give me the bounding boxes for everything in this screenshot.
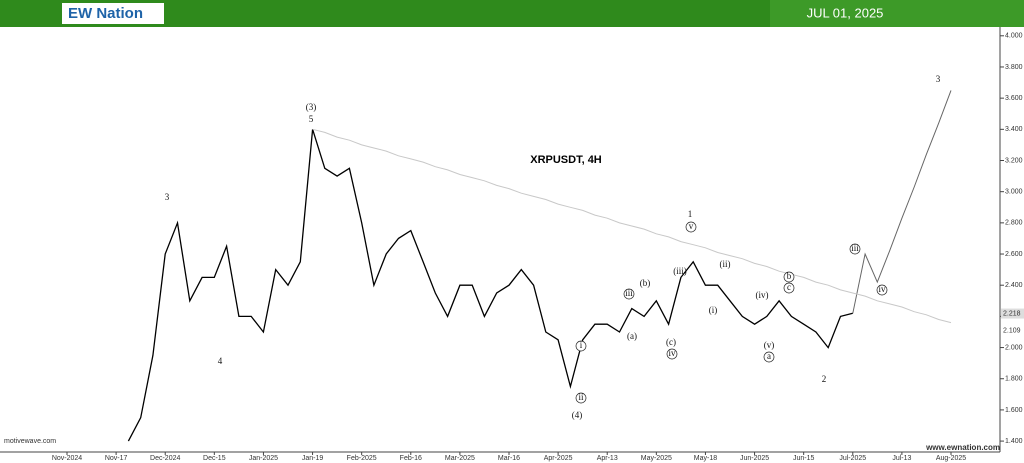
wave-circle [876,284,888,296]
wave-label: i [580,340,583,350]
wave-circle [623,288,635,300]
x-tick-label: Jul-13 [892,455,911,462]
wave-label: v [689,221,694,231]
wave-circle [575,340,587,352]
y-tick-label: 3.800 [1005,64,1023,71]
wave-label: (ii) [720,259,731,269]
wave-label: (i) [709,305,718,315]
wave-circle [575,392,587,404]
wave-label: b [787,271,792,281]
x-tick-label: Dec-15 [203,455,226,462]
y-tick-label: 3.600 [1005,95,1023,102]
price-tag-label: 2.109 [1003,327,1021,334]
wave-label: (iii) [673,266,687,276]
y-tick-label: 2.400 [1005,282,1023,289]
x-tick-label: Jun-2025 [740,455,769,462]
y-tick-label: 4.000 [1005,33,1023,40]
y-tick-label: 3.400 [1005,126,1023,133]
wave-label: iv [878,284,886,294]
x-tick-label: Aug-2025 [936,455,966,462]
wave-label: (a) [627,331,637,341]
x-tick-label: Feb-2025 [347,455,377,462]
wave-circle [849,243,861,255]
price-tag [1001,308,1024,319]
y-tick-label: 1.800 [1005,376,1023,383]
wave-circle [763,351,775,363]
y-tick-label: 1.400 [1005,438,1023,445]
x-tick-label: Jun-15 [793,455,815,462]
wave-label: a [767,351,771,361]
price-tag-label: 2.218 [1003,310,1021,317]
x-tick-label: May-18 [694,455,717,462]
wave-label: 3 [936,74,941,84]
header-date: JUL 01, 2025 [807,5,884,20]
y-tick-label: 1.600 [1005,407,1023,414]
wave-label: iv [668,348,676,358]
price-tag [1001,325,1024,336]
x-tick-label: Mar-16 [498,455,520,462]
wave-label: (c) [666,337,676,347]
x-tick-label: May-2025 [641,455,672,462]
wave-label: ii [578,392,584,402]
logo-box [62,3,164,24]
wave-label: iii [625,288,633,298]
wave-label: 2 [822,374,827,384]
x-tick-label: Nov-2024 [52,455,82,462]
price-line [312,128,952,324]
footer-left: motivewave.com [4,438,56,445]
x-tick-label: Apr-2025 [544,455,573,462]
wave-label: (3) [306,102,317,112]
y-tick-label: 2.800 [1005,220,1023,227]
wave-circle [783,271,795,283]
x-tick-label: Jul-2025 [839,455,866,462]
wave-circle [783,282,795,294]
x-tick-label: Apr-13 [597,455,618,462]
logo-text: EW Nation [68,5,143,22]
wave-circle [666,348,678,360]
wave-label: 1 [688,209,693,219]
y-tick-label: 3.200 [1005,157,1023,164]
price-line [852,90,952,314]
wave-label: (v) [764,340,775,350]
x-tick-label: Dec-2024 [150,455,180,462]
wave-label: (iv) [756,290,769,300]
date-box [770,0,1024,27]
wave-label: (4) [572,410,583,420]
wave-label: 3 [165,192,170,202]
y-tick-label: 2.000 [1005,344,1023,351]
y-tick-label: 2.600 [1005,251,1023,258]
chart-title: XRPUSDT, 4H [530,154,602,166]
wave-circle [685,221,697,233]
price-line [127,129,853,442]
x-tick-label: Jan-19 [302,455,324,462]
x-tick-label: Mar-2025 [445,455,475,462]
wave-label: 5 [309,114,314,124]
x-tick-label: Nov-17 [105,455,128,462]
wave-label: 4 [218,356,223,366]
wave-label: iii [851,243,859,253]
y-tick-label: 3.000 [1005,189,1023,196]
x-tick-label: Jan-2025 [249,455,278,462]
wave-label: c [787,282,791,292]
footer-right: www.ewnation.com [925,443,1000,452]
x-tick-label: Feb-16 [400,455,422,462]
wave-label: (b) [640,278,651,288]
